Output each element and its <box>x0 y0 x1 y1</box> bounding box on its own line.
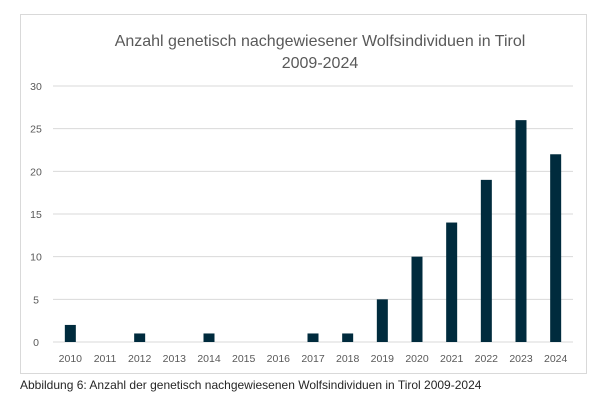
bar-2020 <box>411 256 423 342</box>
figure-caption: Abbildung 6: Anzahl der genetisch nachge… <box>20 378 482 392</box>
x-tick-label: 2020 <box>405 353 429 365</box>
y-tick-label: 15 <box>30 209 42 221</box>
bar-2024 <box>550 154 562 342</box>
x-tick-label: 2016 <box>267 353 291 365</box>
y-tick-label: 0 <box>33 337 39 349</box>
chart-title: Anzahl genetisch nachgewiesener Wolfsind… <box>115 33 526 50</box>
x-tick-label: 2018 <box>336 353 360 365</box>
y-tick-label: 5 <box>33 294 39 306</box>
bar-2014 <box>203 333 215 342</box>
x-tick-label: 2013 <box>163 353 187 365</box>
bar-2010 <box>64 324 76 342</box>
y-tick-label: 25 <box>30 124 42 136</box>
bar-2023 <box>515 120 527 342</box>
x-tick-label: 2011 <box>94 353 117 365</box>
bar-2021 <box>446 222 458 342</box>
x-tick-label: 2019 <box>371 353 395 365</box>
x-tick-label: 2017 <box>301 353 325 365</box>
x-tick-label: 2010 <box>59 353 83 365</box>
y-tick-label: 20 <box>30 166 42 178</box>
y-tick-label: 10 <box>30 252 42 264</box>
x-tick-label: 2024 <box>544 353 568 365</box>
bar-2012 <box>134 333 146 342</box>
bar-2022 <box>480 179 492 342</box>
y-tick-label: 30 <box>30 81 42 93</box>
bar-2017 <box>307 333 319 342</box>
x-tick-label: 2022 <box>475 353 499 365</box>
chart-subtitle: 2009-2024 <box>282 55 359 72</box>
chart-frame <box>20 14 587 374</box>
bar-2019 <box>376 299 388 342</box>
x-tick-label: 2015 <box>232 353 256 365</box>
x-tick-label: 2021 <box>440 353 464 365</box>
bar-2018 <box>342 333 354 342</box>
x-tick-label: 2023 <box>509 353 533 365</box>
x-tick-label: 2012 <box>128 353 152 365</box>
x-tick-label: 2014 <box>197 353 221 365</box>
